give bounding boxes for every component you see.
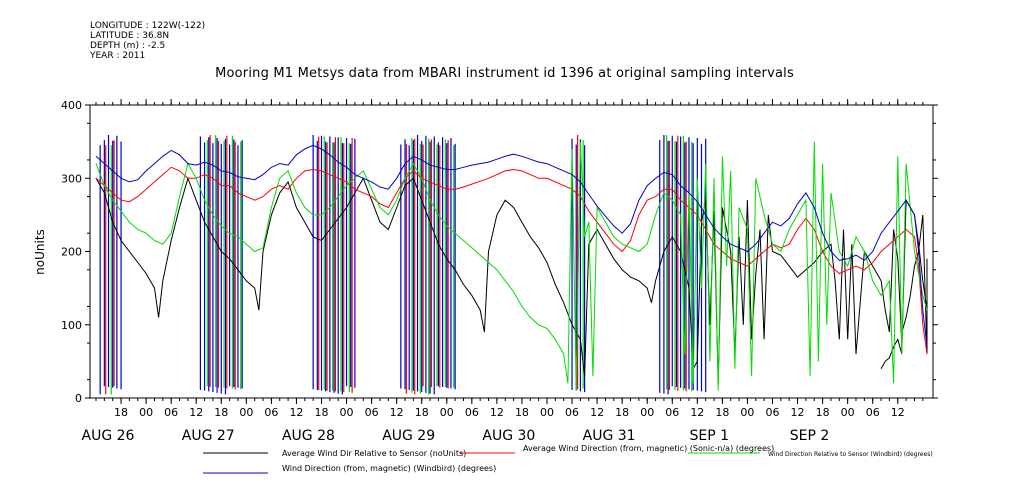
x-tick-label: 00 — [340, 406, 354, 419]
x-tick-label: 12 — [289, 406, 303, 419]
y-tick-label: 0 — [75, 392, 82, 405]
x-tick-label: 06 — [665, 406, 679, 419]
x-tick-label: 06 — [365, 406, 379, 419]
x-tick-label: 18 — [816, 406, 830, 419]
y-tick-label: 200 — [61, 246, 82, 259]
x-tick-label: 00 — [841, 406, 855, 419]
x-tick-label: 06 — [164, 406, 178, 419]
x-tick-label: 06 — [264, 406, 278, 419]
x-tick-label: 18 — [214, 406, 228, 419]
x-tick-label: 12 — [791, 406, 805, 419]
x-tick-label: 06 — [866, 406, 880, 419]
x-tick-label: 18 — [515, 406, 529, 419]
x-tick-label: 12 — [891, 406, 905, 419]
legend-label-2: Average Wind Direction (from, magnetic) … — [523, 444, 774, 453]
y-tick-label: 400 — [61, 99, 82, 112]
x-date-label: SEP 2 — [790, 428, 830, 444]
y-axis-label: noUnits — [33, 229, 47, 275]
x-tick-label: 18 — [715, 406, 729, 419]
series-line-4 — [95, 144, 928, 347]
x-tick-label: 18 — [314, 406, 328, 419]
x-date-label: SEP 1 — [690, 428, 730, 444]
y-tick-label: 300 — [61, 172, 82, 185]
x-date-label: AUG 26 — [82, 428, 135, 444]
plot-frame — [89, 104, 934, 399]
chart-title: Mooring M1 Metsys data from MBARI instru… — [215, 66, 794, 81]
metadata-block: LONGITUDE : 122W(-122) LATITUDE : 36.8N … — [90, 21, 205, 61]
x-tick-label: 12 — [189, 406, 203, 419]
legend-label-1: Average Wind Dir Relative to Sensor (noU… — [282, 449, 466, 458]
x-date-label: AUG 30 — [482, 428, 535, 444]
x-tick-label: 06 — [765, 406, 779, 419]
x-tick-label: 18 — [114, 406, 128, 419]
x-tick-label: 12 — [690, 406, 704, 419]
x-tick-label: 00 — [540, 406, 554, 419]
x-tick-label: 00 — [440, 406, 454, 419]
x-tick-label: 00 — [239, 406, 253, 419]
x-tick-label: 00 — [139, 406, 153, 419]
x-tick-label: 00 — [640, 406, 654, 419]
depth-label: DEPTH (m) : -2.5 — [90, 41, 166, 51]
latitude-label: LATITUDE : 36.8N — [90, 31, 170, 41]
axes-layer: 0 100 200 300 400 18 00 06 12 18 00 06 12 18 00 06 12 18 0… — [61, 99, 938, 444]
x-tick-label: 00 — [740, 406, 754, 419]
spike-layer — [99, 135, 707, 395]
year-label: YEAR : 2011 — [90, 51, 146, 61]
x-date-label: AUG 29 — [382, 428, 435, 444]
series-line-2 — [95, 166, 928, 355]
x-tick-label: 12 — [390, 406, 404, 419]
x-tick-label: 06 — [465, 406, 479, 419]
legend: Average Wind Dir Relative to Sensor (noU… — [203, 444, 933, 474]
x-tick-label: 06 — [565, 406, 579, 419]
legend-label-3: Wind Direction Relative to Sensor (Windb… — [768, 451, 933, 458]
y-tick-label: 100 — [61, 319, 82, 332]
longitude-label: LONGITUDE : 122W(-122) — [90, 21, 206, 31]
x-tick-label: 12 — [490, 406, 504, 419]
series-line-1 — [95, 176, 928, 384]
series-line-3 — [95, 141, 928, 391]
x-date-label: AUG 27 — [182, 428, 235, 444]
x-tick-label: 18 — [415, 406, 429, 419]
x-tick-label: 12 — [590, 406, 604, 419]
x-date-label: AUG 28 — [282, 428, 335, 444]
legend-label-4: Wind Direction (from, magnetic) (Windbir… — [282, 464, 496, 473]
x-date-label: AUG 31 — [583, 428, 636, 444]
series-layer — [95, 141, 928, 391]
x-tick-label: 18 — [615, 406, 629, 419]
